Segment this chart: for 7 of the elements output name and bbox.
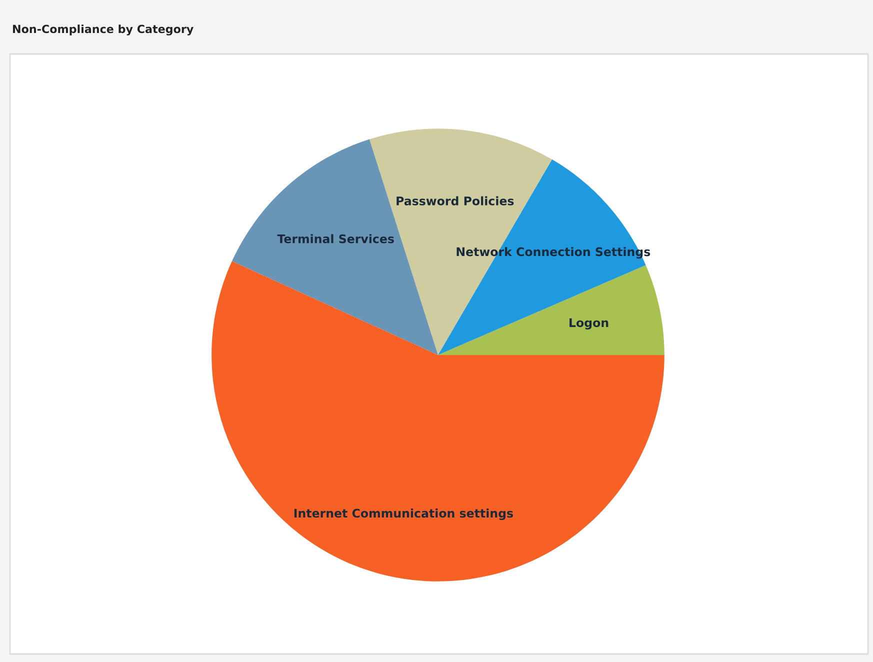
- slice-label: Password Policies: [396, 196, 514, 206]
- slice-label: Internet Communication settings: [294, 508, 513, 520]
- pie-slice: [212, 261, 664, 582]
- slice-label: Logon: [570, 318, 608, 330]
- text: Non-Compliance by Category: [13, 24, 194, 36]
- pie-slice: [438, 265, 664, 355]
- slice-label: Terminal Services: [277, 234, 394, 244]
